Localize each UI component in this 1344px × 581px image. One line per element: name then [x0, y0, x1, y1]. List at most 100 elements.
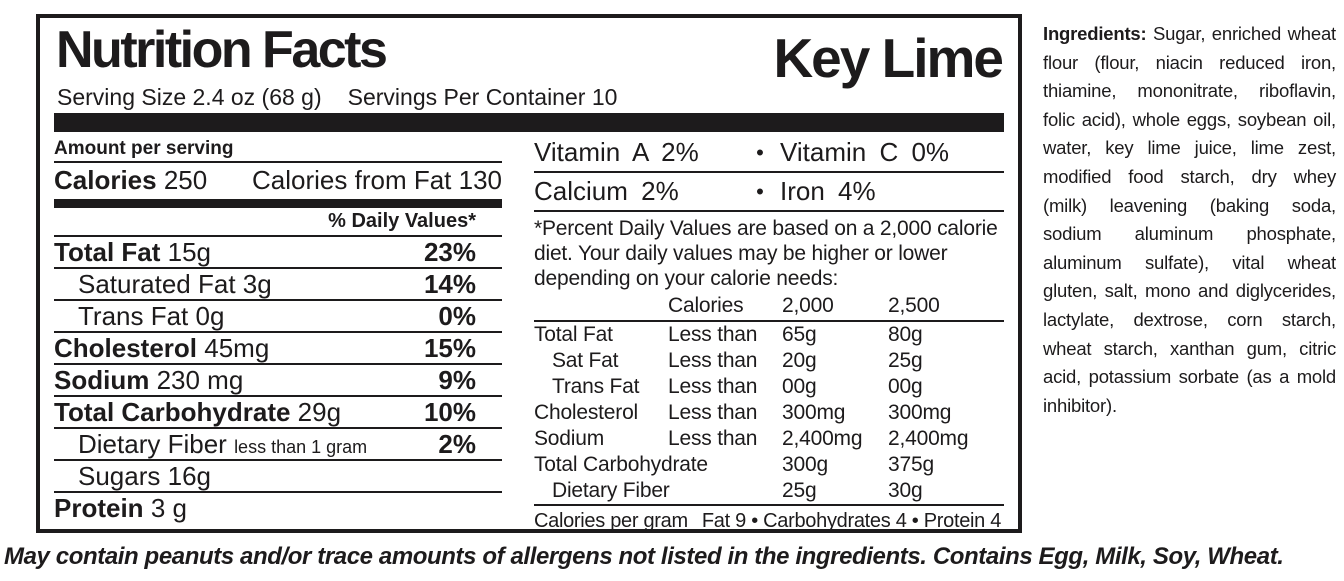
dv-table-header: Calories 2,000 2,500 — [534, 293, 1004, 320]
dv-2000: 00g — [782, 375, 817, 398]
nutrient-row-sugars: Sugars 16g — [54, 461, 502, 491]
amount-per-serving-label: Amount per serving — [54, 138, 234, 159]
dv-table-header-2000: 2,000 — [782, 294, 834, 317]
divider — [54, 459, 502, 461]
nutrient-amount: 15g — [167, 236, 212, 267]
product-flavor-title: Key Lime — [773, 27, 1004, 89]
dv-name: Sodium — [534, 427, 605, 450]
nutrient-dv: 23% — [423, 236, 476, 267]
divider — [54, 267, 502, 269]
vitamin-a: Vitamin A 2% — [534, 137, 699, 167]
divider — [54, 427, 502, 429]
nutrient-row-protein: Protein 3 g — [54, 493, 502, 523]
nutrient-row-saturated-fat: Saturated Fat 3g 14% — [54, 269, 502, 299]
divider — [534, 210, 1004, 212]
dv-table-row-sat-fat: Sat Fat Less than 20g 25g — [534, 348, 1004, 374]
divider — [54, 235, 502, 237]
dv-name: Sat Fat — [552, 349, 619, 372]
daily-values-column: Vitamin A 2% • Vitamin C 0% Calcium 2% •… — [534, 134, 1004, 535]
calories-per-gram-values: Fat 9 • Carbohydrates 4 • Protein 4 — [701, 510, 1002, 532]
calories-per-gram-row: Calories per gram Fat 9 • Carbohydrates … — [534, 506, 1004, 535]
dv-table-header-2500: 2,500 — [888, 294, 940, 317]
divider — [534, 320, 1004, 322]
nutrient-amount: 3g — [242, 268, 272, 299]
calories-per-gram-label: Calories per gram — [534, 510, 688, 532]
vitamin-c: Vitamin C 0% — [780, 137, 950, 167]
nutrient-row-sodium: Sodium 230 mg 9% — [54, 365, 502, 395]
nutrient-dv: 9% — [438, 364, 476, 395]
divider — [54, 161, 502, 163]
divider — [534, 171, 1004, 173]
nutrient-amount: 230 mg — [156, 364, 244, 395]
nutrient-name: Saturated Fat — [78, 268, 236, 299]
nutrient-amount: 29g — [297, 396, 342, 427]
nutrients-column: Amount per serving Calories 250 Calories… — [54, 134, 502, 535]
iron: Iron 4% — [780, 176, 876, 206]
nutrient-amount: 0g — [195, 300, 225, 331]
divider — [54, 363, 502, 365]
nutrient-name: Sugars — [78, 460, 161, 491]
dv-2000: 300mg — [782, 401, 846, 424]
dv-2500: 375g — [888, 453, 934, 476]
nutrient-dv: 15% — [423, 332, 476, 363]
nutrient-row-cholesterol: Cholesterol 45mg 15% — [54, 333, 502, 363]
dv-2500: 2,400mg — [888, 427, 969, 450]
dv-name: Dietary Fiber — [552, 479, 670, 502]
nutrient-name: Total Fat — [54, 236, 161, 267]
label-header: Nutrition Facts Key Lime Serving Size 2.… — [54, 18, 1004, 113]
dv-2000: 25g — [782, 479, 817, 502]
nutrition-facts-title: Nutrition Facts — [56, 21, 388, 79]
ingredients-panel: Ingredients: Sugar, enriched wheat flour… — [1043, 20, 1336, 420]
calories-value: 250 — [163, 165, 208, 195]
nutrient-name: Dietary Fiber — [78, 428, 227, 459]
nutrient-dv: 0% — [438, 300, 476, 331]
dv-qualifier: Less than — [668, 427, 758, 450]
nutrient-row-dietary-fiber: Dietary Fiber less than 1 gram 2% — [54, 429, 502, 459]
nutrient-amount: 45mg — [204, 332, 270, 363]
dv-name: Total Carbohydrate — [534, 453, 708, 476]
serving-info: Serving Size 2.4 oz (68 g) Servings Per … — [57, 84, 617, 111]
dv-table-row-dietary-fiber: Dietary Fiber 25g 30g — [534, 478, 1004, 504]
daily-values-footnote: *Percent Daily Values are based on a 2,0… — [534, 217, 998, 290]
vitamin-row-2: Calcium 2% • Iron 4% — [534, 173, 1004, 210]
divider-bar — [54, 199, 502, 208]
dv-qualifier: Less than — [668, 349, 758, 372]
dv-table-row-trans-fat: Trans Fat Less than 00g 00g — [534, 374, 1004, 400]
nutrient-row-total-fat: Total Fat 15g 23% — [54, 237, 502, 267]
calories-from-fat: Calories from Fat 130 — [252, 165, 502, 195]
bullet-separator: • — [756, 139, 764, 165]
dv-table-row-cholesterol: Cholesterol Less than 300mg 300mg — [534, 400, 1004, 426]
dv-2500: 00g — [888, 375, 923, 398]
dv-table-row-total-fat: Total Fat Less than 65g 80g — [534, 322, 1004, 348]
divider — [54, 299, 502, 301]
divider — [54, 491, 502, 493]
nutrient-amount: less than 1 gram — [234, 436, 368, 457]
nutrient-amount: 16g — [167, 460, 212, 491]
dv-name: Total Fat — [534, 323, 613, 346]
nutrient-name: Cholesterol — [54, 332, 198, 363]
bullet-separator: • — [756, 178, 764, 204]
dv-qualifier: Less than — [668, 375, 758, 398]
servings-per-container: Servings Per Container 10 — [347, 84, 618, 110]
nutrition-facts-panel: Nutrition Facts Key Lime Serving Size 2.… — [36, 14, 1022, 533]
dv-2500: 30g — [888, 479, 923, 502]
vitamin-row-1: Vitamin A 2% • Vitamin C 0% — [534, 134, 1004, 171]
divider — [534, 504, 1004, 506]
dv-2000: 2,400mg — [782, 427, 863, 450]
nutrient-name: Trans Fat — [78, 300, 189, 331]
nutrient-name: Protein — [54, 492, 144, 523]
allergen-statement: May contain peanuts and/or trace amounts… — [4, 543, 1284, 570]
label-columns: Amount per serving Calories 250 Calories… — [54, 134, 1004, 535]
dv-table-row-sodium: Sodium Less than 2,400mg 2,400mg — [534, 426, 1004, 452]
dv-2500: 80g — [888, 323, 923, 346]
nutrient-name: Total Carbohydrate — [54, 396, 291, 427]
nutrient-row-trans-fat: Trans Fat 0g 0% — [54, 301, 502, 331]
divider — [54, 331, 502, 333]
dv-qualifier: Less than — [668, 401, 758, 424]
dv-name: Cholesterol — [534, 401, 639, 424]
dv-2500: 300mg — [888, 401, 952, 424]
dv-table-header-spacer — [534, 293, 668, 319]
serving-size: Serving Size 2.4 oz (68 g) — [57, 84, 322, 110]
divider — [54, 395, 502, 397]
nutrient-dv: 2% — [438, 428, 476, 459]
